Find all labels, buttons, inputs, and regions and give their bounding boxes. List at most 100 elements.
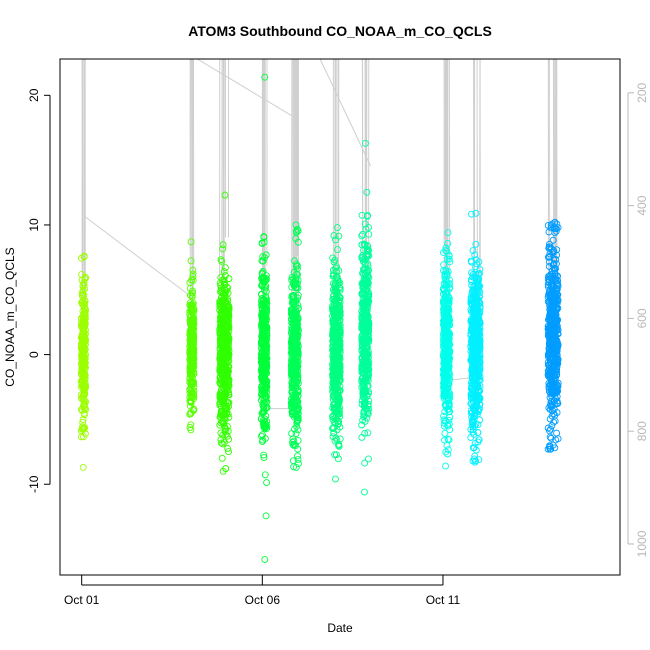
data-point	[186, 279, 194, 286]
data-point	[330, 367, 338, 375]
data-point	[290, 292, 297, 299]
data-point	[331, 356, 339, 363]
data-point	[471, 439, 479, 447]
data-point	[217, 297, 225, 305]
data-point	[293, 370, 301, 378]
flight-group-8	[439, 229, 454, 470]
data-point	[292, 411, 300, 419]
data-point	[219, 440, 227, 448]
data-point	[331, 400, 339, 408]
data-point	[442, 331, 450, 339]
data-point	[333, 301, 341, 309]
data-point	[263, 332, 271, 340]
data-point	[332, 284, 340, 292]
data-point	[365, 455, 372, 463]
data-point	[441, 436, 448, 444]
y-tick-label: 20	[27, 88, 41, 102]
data-point	[442, 266, 450, 274]
data-point	[365, 338, 372, 346]
data-point	[359, 369, 367, 377]
data-point	[260, 326, 268, 334]
data-point	[218, 409, 225, 417]
data-point	[440, 287, 448, 295]
data-point	[288, 339, 296, 347]
data-point	[468, 269, 476, 277]
data-point	[224, 399, 232, 407]
data-point	[553, 429, 561, 437]
data-point	[221, 428, 229, 436]
data-point	[78, 425, 86, 433]
data-point	[262, 379, 269, 387]
data-point	[330, 376, 338, 384]
data-point	[258, 324, 266, 332]
data-point	[445, 252, 453, 260]
data-point	[440, 376, 448, 384]
data-point	[442, 244, 450, 252]
data-point	[364, 288, 372, 296]
data-point	[221, 386, 229, 394]
data-point	[333, 263, 341, 271]
data-point	[80, 374, 88, 382]
data-point	[331, 321, 339, 329]
data-point	[79, 328, 87, 336]
data-point	[260, 454, 268, 461]
data-point	[294, 305, 302, 313]
data-point	[331, 391, 339, 399]
data-point	[259, 387, 267, 395]
data-point	[225, 448, 232, 456]
data-point	[217, 439, 225, 447]
data-point	[330, 232, 338, 240]
data-point	[225, 275, 233, 283]
data-point	[364, 250, 372, 258]
data-point	[364, 304, 372, 312]
x-tick-label: Oct 01	[64, 593, 100, 607]
data-point	[331, 288, 339, 296]
data-point	[258, 358, 266, 366]
data-point	[290, 346, 297, 354]
data-point	[472, 240, 480, 248]
data-point	[187, 328, 195, 336]
data-point	[365, 321, 373, 329]
data-point	[262, 351, 270, 359]
data-point	[259, 338, 267, 346]
data-point	[262, 512, 270, 520]
data-point	[189, 339, 197, 347]
data-point	[294, 456, 302, 463]
data-point	[78, 289, 86, 296]
data-point	[442, 387, 450, 395]
data-point	[363, 253, 371, 261]
data-point	[223, 432, 231, 440]
data-point	[260, 300, 268, 308]
data-point	[333, 274, 341, 282]
data-point	[359, 351, 367, 359]
data-point	[442, 340, 450, 348]
data-point-extreme	[80, 252, 88, 260]
data-point	[361, 327, 369, 335]
data-point	[333, 330, 341, 338]
data-point	[334, 305, 342, 313]
flight-group-5	[287, 221, 302, 471]
pressure-lines	[81, 59, 558, 410]
data-point	[291, 399, 299, 407]
right-tick-label: 600	[635, 308, 649, 328]
data-point	[360, 311, 368, 319]
data-point	[329, 380, 337, 387]
data-point	[360, 399, 368, 407]
flight-group-2	[186, 238, 198, 434]
data-point	[444, 435, 452, 443]
data-point	[189, 273, 197, 281]
data-point	[294, 388, 302, 396]
data-point	[291, 281, 299, 289]
data-point	[294, 238, 302, 246]
data-point	[468, 276, 475, 284]
data-point	[361, 241, 369, 249]
data-point	[364, 382, 372, 390]
data-point	[333, 326, 341, 334]
data-point	[445, 255, 453, 263]
data-point	[444, 405, 452, 413]
data-point	[360, 410, 368, 417]
data-point	[329, 433, 337, 441]
data-point	[329, 312, 336, 320]
data-point	[190, 305, 198, 312]
